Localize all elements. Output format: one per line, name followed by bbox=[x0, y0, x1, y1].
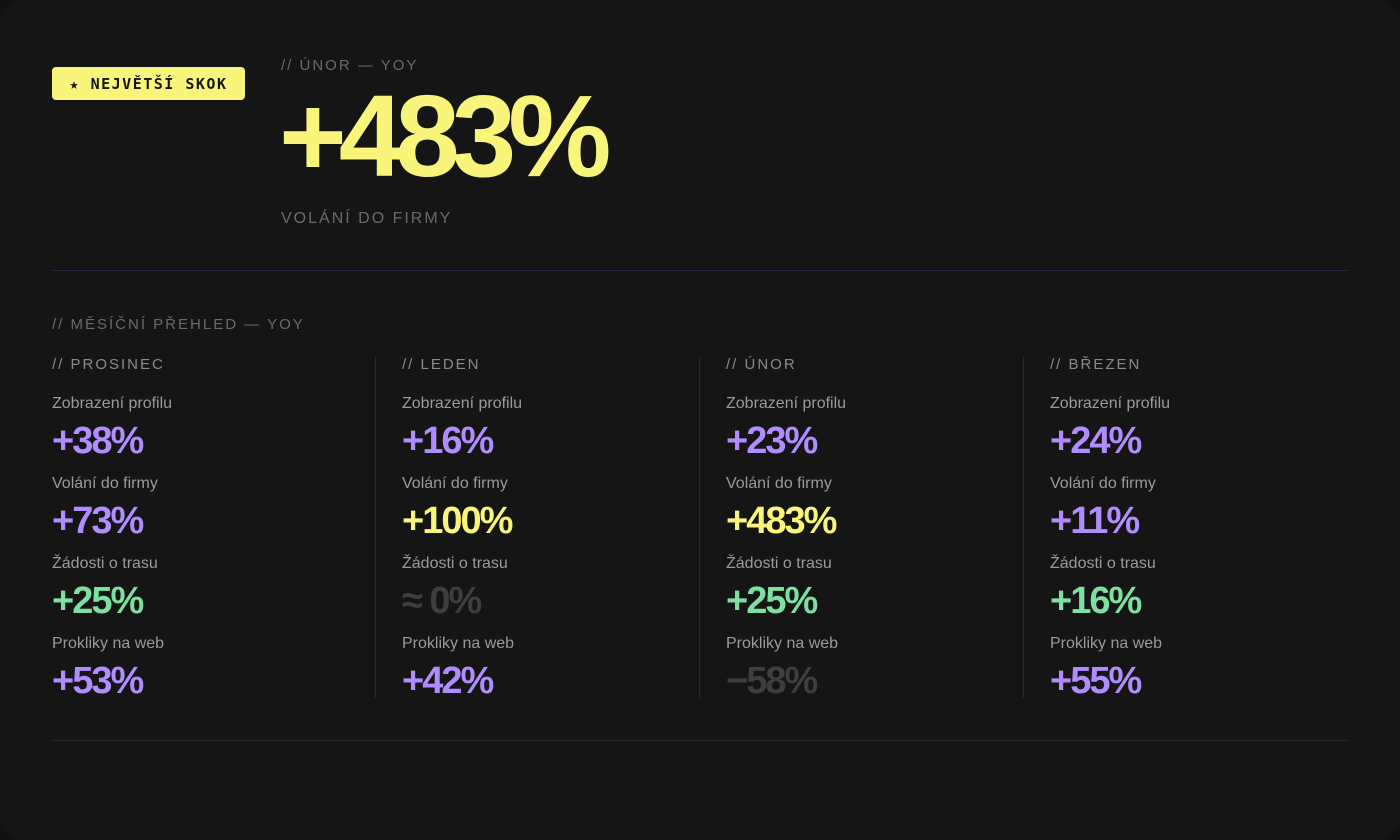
metric-website-clicks: Prokliky na web +55% bbox=[1050, 635, 1163, 702]
month-title: // LEDEN bbox=[402, 356, 481, 373]
metric-directions: Žádosti o trasu ≈ 0% bbox=[402, 555, 508, 622]
metric-label: Zobrazení profilu bbox=[726, 395, 847, 412]
metric-calls: Volání do firmy +11% bbox=[1050, 475, 1156, 542]
metric-calls: Volání do firmy +100% bbox=[402, 475, 513, 542]
metric-value: +25% bbox=[726, 580, 818, 622]
month-column-unor: // ÚNOR Zobrazení profilu +23% Volání do… bbox=[726, 356, 1006, 702]
column-separator bbox=[375, 357, 376, 698]
metric-value: −58% bbox=[726, 660, 818, 702]
metric-directions: Žádosti o trasu +25% bbox=[726, 555, 832, 622]
metric-profile-views: Zobrazení profilu +23% bbox=[726, 395, 847, 462]
metric-label: Žádosti o trasu bbox=[726, 555, 832, 572]
metric-value: +16% bbox=[1050, 580, 1142, 622]
metric-calls: Volání do firmy +483% bbox=[726, 475, 837, 542]
metric-label: Volání do firmy bbox=[402, 475, 508, 492]
hero-kicker: // ÚNOR — YOY bbox=[281, 57, 419, 74]
month-column-prosinec: // PROSINEC Zobrazení profilu +38% Volán… bbox=[52, 356, 352, 702]
month-column-leden: // LEDEN Zobrazení profilu +16% Volání d… bbox=[402, 356, 682, 702]
month-title: // PROSINEC bbox=[52, 356, 165, 373]
metric-website-clicks: Prokliky na web −58% bbox=[726, 635, 839, 702]
hero-label: VOLÁNÍ DO FIRMY bbox=[281, 210, 453, 227]
metric-label: Zobrazení profilu bbox=[52, 395, 173, 412]
metric-label: Volání do firmy bbox=[1050, 475, 1156, 492]
hero-value: +483% bbox=[279, 71, 611, 201]
metric-calls: Volání do firmy +73% bbox=[52, 475, 158, 542]
column-separator bbox=[699, 357, 700, 698]
metric-label: Zobrazení profilu bbox=[402, 395, 523, 412]
metric-value: +55% bbox=[1050, 660, 1142, 702]
metric-label: Volání do firmy bbox=[726, 475, 832, 492]
metric-label: Zobrazení profilu bbox=[1050, 395, 1171, 412]
metric-value: +25% bbox=[52, 580, 144, 622]
metric-value: +53% bbox=[52, 660, 144, 702]
metric-label: Žádosti o trasu bbox=[402, 555, 508, 572]
biggest-jump-badge: ★ NEJVĚTŠÍ SKOK bbox=[52, 67, 245, 100]
metric-label: Prokliky na web bbox=[726, 635, 839, 652]
top-divider bbox=[52, 270, 1348, 271]
metric-profile-views: Zobrazení profilu +38% bbox=[52, 395, 173, 462]
metric-value: +100% bbox=[402, 500, 513, 542]
metric-label: Žádosti o trasu bbox=[52, 555, 158, 572]
metric-profile-views: Zobrazení profilu +16% bbox=[402, 395, 523, 462]
metric-value: +73% bbox=[52, 500, 144, 542]
metric-value: +38% bbox=[52, 420, 144, 462]
section-title: // MĚSÍČNÍ PŘEHLED — YOY bbox=[52, 316, 305, 333]
metric-website-clicks: Prokliky na web +53% bbox=[52, 635, 165, 702]
metric-label: Prokliky na web bbox=[52, 635, 165, 652]
metric-directions: Žádosti o trasu +25% bbox=[52, 555, 158, 622]
metric-value: +483% bbox=[726, 500, 837, 542]
metric-label: Prokliky na web bbox=[402, 635, 515, 652]
metric-value: +24% bbox=[1050, 420, 1142, 462]
metric-value: +23% bbox=[726, 420, 818, 462]
column-separator bbox=[1023, 357, 1024, 698]
month-title: // BŘEZEN bbox=[1050, 356, 1142, 373]
metric-directions: Žádosti o trasu +16% bbox=[1050, 555, 1156, 622]
bottom-divider bbox=[52, 740, 1348, 741]
metric-label: Volání do firmy bbox=[52, 475, 158, 492]
month-title: // ÚNOR bbox=[726, 356, 797, 373]
metric-website-clicks: Prokliky na web +42% bbox=[402, 635, 515, 702]
metric-value: +16% bbox=[402, 420, 494, 462]
metric-value: ≈ 0% bbox=[402, 580, 482, 622]
metric-label: Prokliky na web bbox=[1050, 635, 1163, 652]
metric-profile-views: Zobrazení profilu +24% bbox=[1050, 395, 1171, 462]
metric-label: Žádosti o trasu bbox=[1050, 555, 1156, 572]
month-column-brezen: // BŘEZEN Zobrazení profilu +24% Volání … bbox=[1050, 356, 1348, 702]
metric-value: +42% bbox=[402, 660, 494, 702]
metric-value: +11% bbox=[1050, 500, 1140, 542]
